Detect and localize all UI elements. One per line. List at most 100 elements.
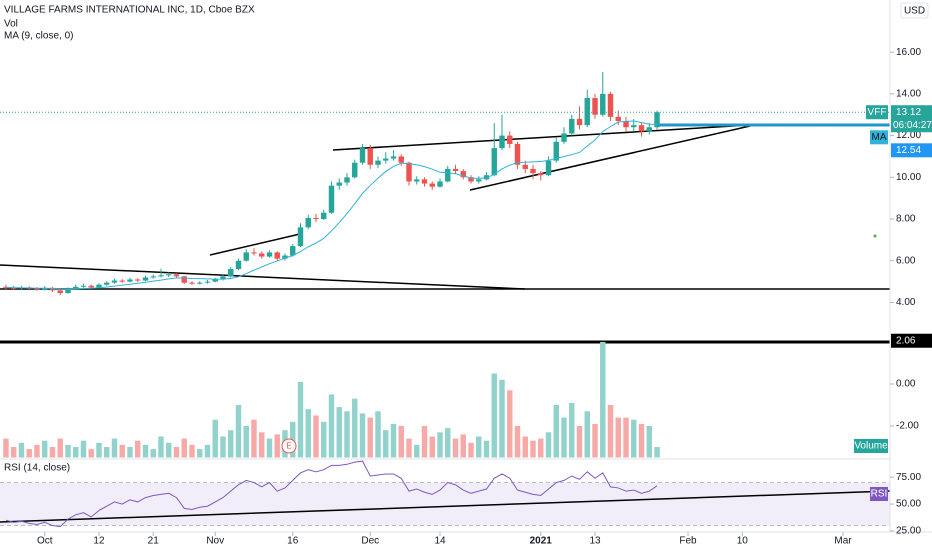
rsi-trend-line <box>0 490 891 523</box>
candle-body <box>274 252 280 259</box>
candle-body <box>638 125 645 132</box>
volume-bar <box>406 438 412 458</box>
price-box <box>891 105 932 133</box>
candle-body <box>654 112 660 128</box>
x-tick-label: Nov <box>206 536 224 547</box>
currency-box[interactable] <box>900 2 929 19</box>
y-tick-label: 8.00 <box>896 214 916 225</box>
candle-body <box>313 217 319 220</box>
y-tick-label: 6.00 <box>896 255 916 266</box>
y-tick-label: 50.00 <box>896 499 921 510</box>
volume-bar <box>34 444 40 458</box>
candle-body <box>383 158 389 161</box>
volume-bar <box>336 407 342 458</box>
candle-body <box>569 118 575 134</box>
candle-body <box>111 280 118 283</box>
candle-body <box>251 252 257 254</box>
candle-body <box>305 217 311 228</box>
volume-bar <box>631 419 637 458</box>
volume-bar <box>96 442 102 458</box>
candle-body <box>173 274 180 277</box>
candle-body <box>142 277 149 281</box>
volume-bar <box>522 436 528 458</box>
candle-body <box>452 168 459 172</box>
candle-body <box>491 148 497 176</box>
ticker-label: VFF <box>868 107 887 118</box>
earnings-label: E <box>286 442 291 451</box>
volume-bar <box>135 440 141 458</box>
volume-bar <box>576 426 583 458</box>
volume-bar <box>313 415 319 458</box>
x-tick-label: Feb <box>679 536 697 547</box>
volume-bar <box>421 426 428 458</box>
ticker-box <box>866 105 888 120</box>
volume-bar <box>398 426 404 458</box>
volume-bar <box>499 379 505 458</box>
candle-body <box>235 260 242 270</box>
candle-body <box>65 288 71 294</box>
candle-body <box>57 290 63 294</box>
trend-line <box>469 125 751 191</box>
volume-bar <box>189 444 195 458</box>
volume-bar <box>243 426 249 458</box>
volume-bar <box>57 438 63 458</box>
volume-bar <box>88 449 94 458</box>
volume-bar <box>26 449 32 458</box>
candle-body <box>204 281 211 283</box>
volume-bar <box>220 436 226 458</box>
price-axis <box>890 0 932 550</box>
volume-bar <box>297 381 304 458</box>
earnings-icon[interactable] <box>281 438 297 454</box>
candle-body <box>421 179 428 184</box>
volume-bar <box>11 447 17 458</box>
volume-bar <box>553 405 559 458</box>
volume-legend: Vol <box>4 19 18 30</box>
volume-bar <box>251 419 257 458</box>
ma-legend: MA (9, close, 0) <box>4 31 73 42</box>
candle-body <box>514 143 521 165</box>
x-tick-label: Dec <box>361 536 379 547</box>
dot <box>873 234 877 238</box>
y-tick-label: 75.00 <box>896 472 921 483</box>
volume-bar <box>468 442 474 458</box>
candle-body <box>561 133 567 142</box>
volume-bar <box>49 447 56 458</box>
candle-body <box>297 227 304 247</box>
volume-bar <box>592 423 598 458</box>
volume-line-label: 2.06 <box>896 335 916 346</box>
volume-bar <box>383 430 389 458</box>
countdown: 06:04:27 <box>893 120 932 131</box>
volume-bar <box>530 440 536 458</box>
ma-value-box <box>891 143 932 158</box>
volume-bar <box>274 434 280 458</box>
candle-body <box>600 93 606 115</box>
candle-body <box>11 287 17 289</box>
trend-line <box>332 124 751 151</box>
candle-body <box>158 275 164 277</box>
candle-body <box>290 246 296 256</box>
trend-line <box>0 264 526 290</box>
candle-body <box>3 286 9 288</box>
x-tick-label: 12 <box>93 536 105 547</box>
chart-title: VILLAGE FARMS INTERNATIONAL INC, 1D, Cbo… <box>4 5 255 16</box>
candle-body <box>545 160 552 176</box>
x-tick-label: Mar <box>834 536 852 547</box>
volume-bar <box>646 426 652 458</box>
volume-bar <box>452 438 459 458</box>
plot <box>0 71 890 528</box>
rsi-tag: RSI <box>871 489 888 500</box>
volume-bar <box>654 447 660 458</box>
candle-body <box>390 156 397 159</box>
candle-body <box>88 285 94 288</box>
rsi-line <box>5 460 658 528</box>
last-price-label: 13.12 <box>896 107 921 118</box>
volume-bar <box>305 409 311 458</box>
volume-bar <box>80 440 87 458</box>
candle-body <box>631 125 637 128</box>
volume-bar <box>414 444 420 458</box>
volume-bar <box>600 342 606 458</box>
volume-bar <box>259 432 265 458</box>
candle-body <box>445 168 451 182</box>
candle-body <box>321 212 327 220</box>
volume-bar <box>73 447 79 458</box>
